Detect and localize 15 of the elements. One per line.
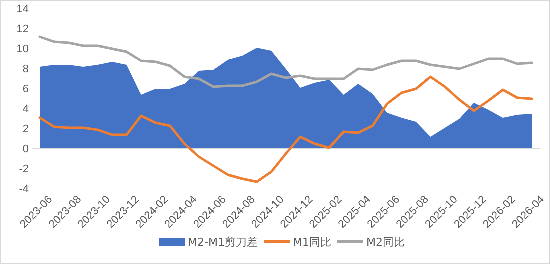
y-tick-label: 10 — [16, 44, 29, 56]
y-tick-label: -2 — [19, 164, 29, 176]
y-tick-label: 0 — [22, 144, 29, 156]
y-tick-label: 4 — [22, 104, 29, 116]
y-tick-label: 2 — [22, 124, 29, 136]
legend-label: M2同比 — [366, 236, 405, 249]
y-tick-label: -4 — [19, 184, 29, 196]
y-tick-label: 8 — [22, 64, 29, 76]
y-tick-label: 12 — [16, 24, 29, 36]
legend-label: M1同比 — [292, 236, 332, 249]
line-series — [38, 36, 534, 88]
line-series — [38, 76, 534, 184]
y-tick-label: 14 — [16, 4, 29, 16]
legend-label: M2-M1剪刀差 — [188, 236, 258, 249]
y-tick-label: 6 — [22, 84, 29, 96]
